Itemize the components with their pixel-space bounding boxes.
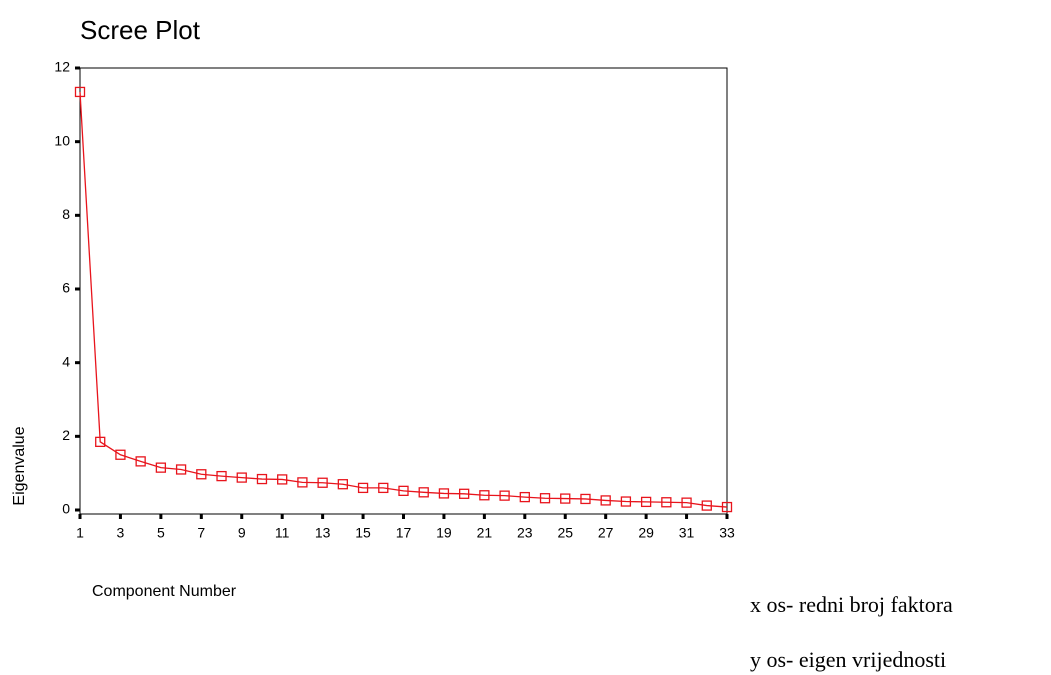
y-tick-label: 10 <box>54 132 70 148</box>
x-tick-label: 5 <box>157 525 165 541</box>
point-marker <box>317 477 328 488</box>
x-axis-label: Component Number <box>92 583 237 600</box>
x-tick-label: 1 <box>76 525 84 541</box>
point-marker <box>721 501 733 513</box>
point-marker <box>539 493 551 504</box>
point-marker <box>277 474 288 485</box>
series-line <box>79 91 728 508</box>
point-marker <box>620 496 632 507</box>
x-tick-label: 17 <box>396 525 412 541</box>
point-marker <box>95 436 106 448</box>
point-marker <box>519 491 530 503</box>
point-marker <box>175 464 187 475</box>
point-marker <box>560 493 571 504</box>
x-tick-label: 19 <box>436 525 452 541</box>
point-marker <box>681 497 692 508</box>
point-marker <box>135 456 146 467</box>
point-marker <box>236 472 247 483</box>
y-tick-label: 0 <box>62 501 70 517</box>
x-tick-label: 15 <box>355 525 371 541</box>
point-marker <box>701 500 712 511</box>
point-marker <box>196 469 207 480</box>
x-tick-label: 11 <box>275 525 290 541</box>
point-marker <box>418 487 429 498</box>
point-marker <box>337 479 348 490</box>
y-tick-label: 2 <box>62 427 70 443</box>
x-tick-label: 3 <box>117 525 125 541</box>
x-tick-label: 9 <box>238 525 246 541</box>
point-marker <box>479 490 490 501</box>
point-marker <box>640 496 652 508</box>
x-tick-label: 31 <box>679 525 695 541</box>
point-marker <box>357 482 369 494</box>
x-tick-label: 27 <box>598 525 614 541</box>
point-marker <box>378 482 389 494</box>
plot-frame <box>79 67 728 515</box>
y-tick-label: 4 <box>62 353 70 369</box>
point-marker <box>499 490 510 501</box>
y-axis-label: Eigenvalue <box>11 426 28 505</box>
point-marker <box>398 485 409 496</box>
x-tick-label: 13 <box>315 525 331 541</box>
point-marker <box>155 462 167 473</box>
y-tick-label: 8 <box>62 206 70 222</box>
x-tick-label: 21 <box>477 525 493 541</box>
y-tick-label: 6 <box>62 280 70 296</box>
point-marker <box>580 493 591 505</box>
chart-title: Scree Plot <box>80 15 201 45</box>
x-tick-label: 25 <box>557 525 573 541</box>
point-marker <box>74 86 86 98</box>
x-tick-label: 29 <box>638 525 654 541</box>
annotation: y os- eigen vrijednosti <box>750 647 946 672</box>
point-marker <box>115 449 126 460</box>
annotation: x os- redni broj faktora <box>750 592 953 617</box>
point-marker <box>661 497 672 508</box>
point-marker <box>459 488 470 499</box>
point-marker <box>600 495 611 506</box>
point-marker <box>256 473 268 485</box>
x-tick-label: 7 <box>197 525 205 541</box>
x-tick-label: 23 <box>517 525 533 541</box>
point-marker <box>297 477 308 488</box>
x-tick-label: 33 <box>719 525 735 541</box>
point-marker <box>216 470 227 482</box>
point-marker <box>438 488 450 499</box>
y-tick-label: 12 <box>54 59 70 75</box>
